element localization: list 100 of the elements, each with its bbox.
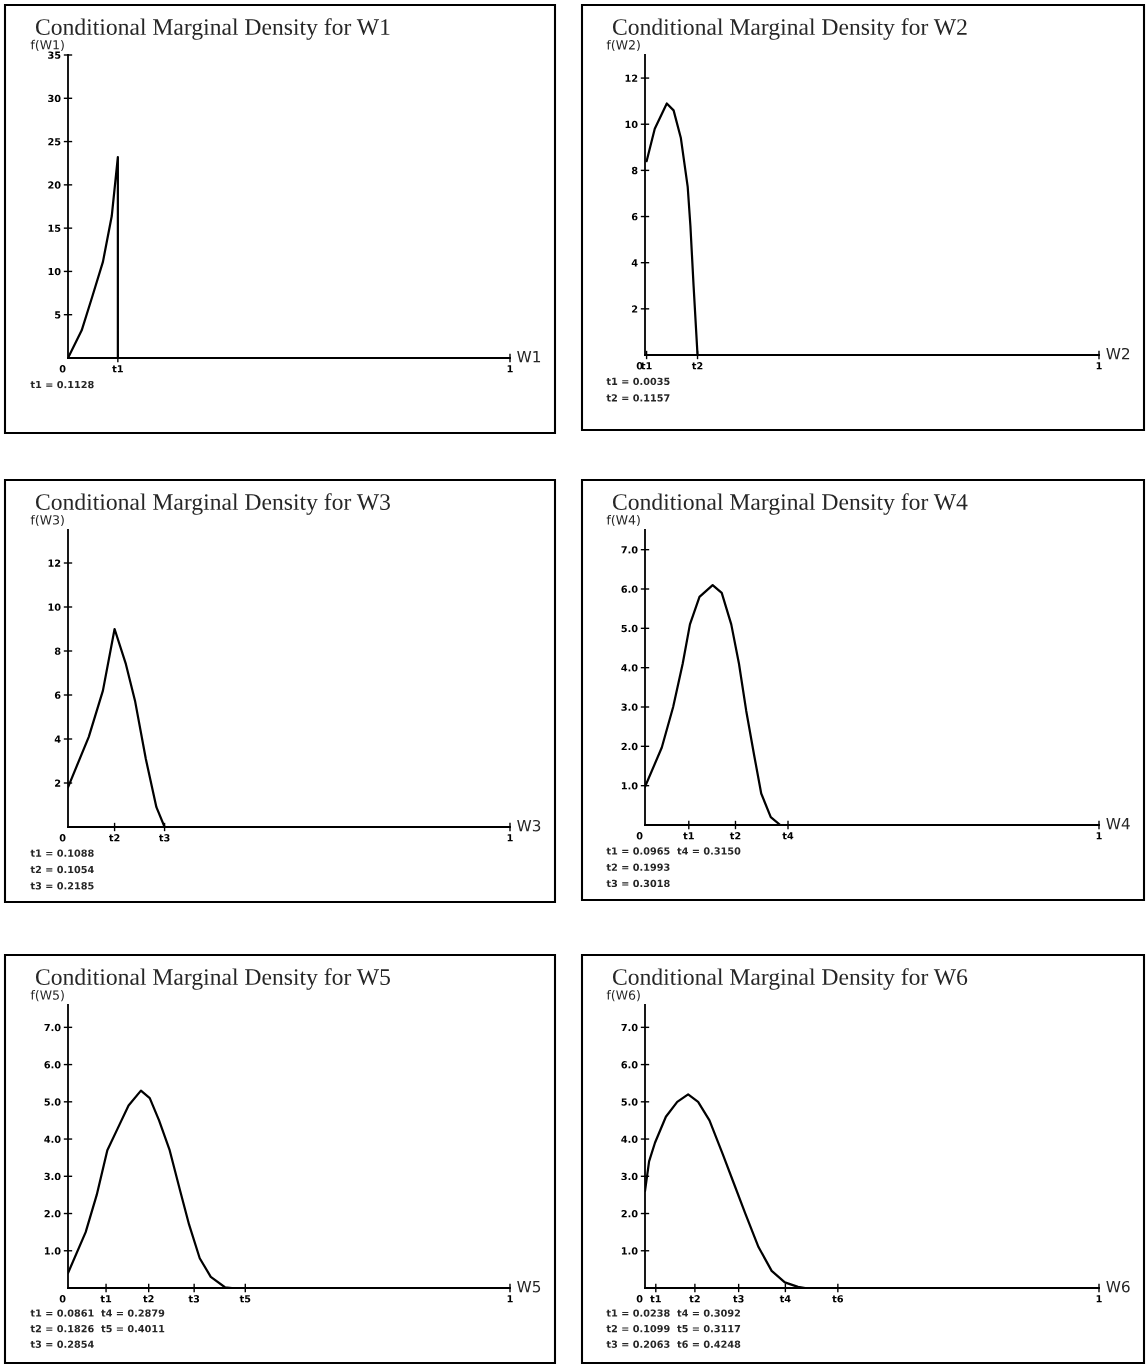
y-tick-label: 4 xyxy=(631,259,638,267)
chart-title: Conditional Marginal Density for W1 xyxy=(35,18,390,40)
y-tick-label: 1.0 xyxy=(621,782,638,790)
text: t2 = 0.1099 t5 = 0.3117 xyxy=(606,1324,741,1333)
y-axis-title: f(W1) xyxy=(30,39,64,52)
x-tick-label: 0 xyxy=(636,832,643,840)
y-tick-label: 1.0 xyxy=(44,1247,61,1255)
x-axis-title: W1 xyxy=(517,351,541,363)
y-tick-label: 3.0 xyxy=(621,1172,638,1181)
y-tick-label: 10 xyxy=(625,120,638,129)
y-tick-label: 5 xyxy=(55,311,61,319)
x-tick-label: t3 xyxy=(159,834,170,842)
chart-title: Conditional Marginal Density for W4 xyxy=(612,493,968,515)
chart-title: Conditional Marginal Density for W6 xyxy=(612,968,968,990)
chart-title: Conditional Marginal Density for W5 xyxy=(35,968,390,990)
y-tick-label: 7.0 xyxy=(621,546,638,554)
text: t2 = 0.1826 t5 = 0.4011 xyxy=(30,1324,165,1333)
y-tick-label: 12 xyxy=(625,74,638,82)
y-tick-label: 15 xyxy=(48,224,61,232)
x-tick-label: 1 xyxy=(507,365,513,373)
x-tick-label: 1 xyxy=(1096,1295,1102,1303)
text: t2 = 0.1054 xyxy=(30,865,94,874)
x-axis-title: W3 xyxy=(517,819,541,832)
text: t2 = 0.1993 xyxy=(606,863,670,871)
y-tick-label: 6.0 xyxy=(621,1061,638,1069)
y-tick-label: 8 xyxy=(54,647,61,655)
y-tick-label: 6.0 xyxy=(621,585,638,593)
x-tick-label: t1 xyxy=(100,1295,112,1303)
x-tick-label: t4 xyxy=(779,1295,791,1303)
x-tick-label: 0 xyxy=(59,1295,66,1303)
y-axis-title: f(W6) xyxy=(606,990,640,1002)
x-tick-label: t4 xyxy=(782,832,794,840)
chart-title: Conditional Marginal Density for W3 xyxy=(35,493,390,515)
text: t1 = 0.0035 xyxy=(606,377,670,386)
y-tick-label: 4.0 xyxy=(44,1135,61,1143)
x-tick-label: 0 xyxy=(636,362,643,370)
y-axis-title: f(W4) xyxy=(606,514,640,527)
y-tick-label: 7.0 xyxy=(621,1023,638,1032)
y-tick-label: 2 xyxy=(55,779,61,787)
y-tick-label: 2 xyxy=(632,305,638,313)
y-tick-label: 35 xyxy=(48,51,61,59)
y-tick-label: 1.0 xyxy=(621,1247,638,1255)
y-axis-title: f(W2) xyxy=(606,39,640,52)
x-tick-label: t3 xyxy=(188,1295,200,1303)
x-axis-title: W5 xyxy=(517,1281,541,1293)
y-tick-label: 10 xyxy=(48,603,61,611)
x-tick-label: t1 xyxy=(641,362,652,370)
x-tick-label: t2 xyxy=(689,1295,700,1303)
text: t3 = 0.2854 xyxy=(30,1340,94,1348)
x-tick-label: t2 xyxy=(691,362,703,370)
x-tick-label: 1 xyxy=(1096,362,1102,370)
text: t1 = 0.1128 xyxy=(30,380,94,389)
y-tick-label: 5.0 xyxy=(621,1098,638,1106)
y-tick-label: 2.0 xyxy=(44,1210,61,1218)
y-axis-title: f(W3) xyxy=(30,514,64,527)
y-tick-label: 5.0 xyxy=(44,1098,61,1106)
y-axis-title: f(W5) xyxy=(30,990,64,1002)
y-tick-label: 6.0 xyxy=(44,1061,61,1069)
text: t3 = 0.3018 xyxy=(606,879,670,888)
x-tick-label: t1 xyxy=(112,365,123,373)
y-tick-label: 20 xyxy=(48,181,61,189)
text: t1 = 0.1088 xyxy=(30,849,94,857)
y-tick-label: 3.0 xyxy=(621,703,638,711)
text: t3 = 0.2063 t6 = 0.4248 xyxy=(606,1340,741,1348)
y-tick-label: 2.0 xyxy=(621,742,638,751)
x-tick-label: t1 xyxy=(650,1295,661,1303)
y-tick-label: 4 xyxy=(54,735,61,743)
y-tick-label: 6 xyxy=(54,691,61,699)
x-tick-label: t3 xyxy=(733,1295,744,1303)
x-tick-label: 0 xyxy=(59,834,66,842)
y-tick-label: 30 xyxy=(48,94,61,103)
x-tick-label: t6 xyxy=(832,1295,844,1303)
x-tick-label: t2 xyxy=(109,834,120,842)
x-axis-title: W4 xyxy=(1106,818,1130,830)
text: t2 = 0.1157 xyxy=(606,394,670,402)
text: t1 = 0.0238 t4 = 0.3092 xyxy=(606,1309,741,1317)
x-tick-label: 1 xyxy=(507,1295,513,1303)
y-tick-label: 2.0 xyxy=(621,1210,638,1218)
y-tick-label: 4.0 xyxy=(621,664,638,672)
y-tick-label: 6 xyxy=(631,213,638,221)
x-tick-label: 0 xyxy=(59,365,66,373)
x-tick-label: t5 xyxy=(239,1295,251,1303)
text: t1 = 0.0861 t4 = 0.2879 xyxy=(30,1309,165,1317)
x-axis-title: W2 xyxy=(1106,347,1130,360)
y-tick-label: 25 xyxy=(48,138,61,146)
y-tick-label: 5.0 xyxy=(621,624,638,633)
x-tick-label: t2 xyxy=(729,832,741,840)
y-tick-label: 4.0 xyxy=(621,1135,638,1143)
x-tick-label: 1 xyxy=(507,834,513,842)
chart-title: Conditional Marginal Density for W2 xyxy=(612,18,967,40)
text: t3 = 0.2185 xyxy=(30,882,94,890)
x-axis-title: W6 xyxy=(1106,1280,1130,1293)
text: t1 = 0.0965 t4 = 0.3150 xyxy=(606,847,741,855)
y-tick-label: 8 xyxy=(631,166,638,175)
y-tick-label: 3.0 xyxy=(44,1172,61,1181)
x-tick-label: t2 xyxy=(143,1295,154,1303)
y-tick-label: 7.0 xyxy=(44,1023,61,1032)
y-tick-label: 10 xyxy=(48,267,61,276)
y-tick-label: 12 xyxy=(48,559,61,567)
x-tick-label: 1 xyxy=(1096,832,1102,840)
